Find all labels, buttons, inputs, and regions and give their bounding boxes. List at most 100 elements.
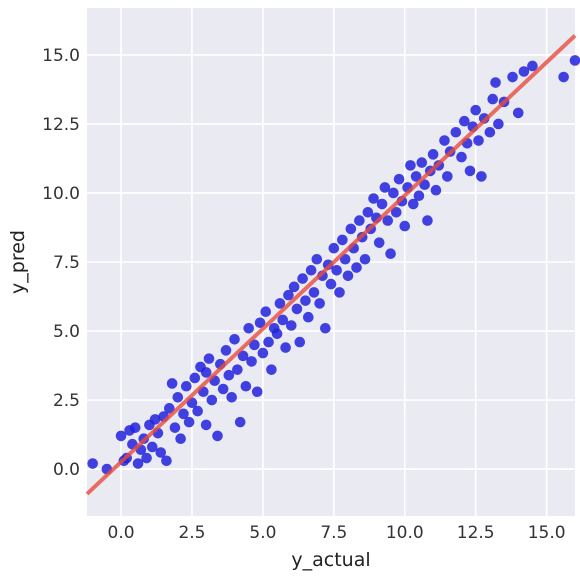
x-tick-label: 10.0: [386, 523, 424, 543]
x-tick-label: 15.0: [528, 523, 566, 543]
data-point: [220, 345, 232, 356]
data-point: [422, 215, 433, 226]
data-point: [288, 281, 300, 293]
data-point: [558, 71, 569, 83]
data-point: [223, 369, 235, 381]
data-point: [146, 441, 158, 453]
data-point: [266, 364, 277, 375]
data-point: [512, 107, 524, 119]
data-point: [376, 198, 388, 210]
data-point: [217, 383, 229, 395]
data-point: [359, 253, 371, 265]
data-point: [368, 193, 379, 204]
data-point: [234, 416, 246, 428]
data-point: [141, 452, 152, 464]
data-point: [229, 334, 240, 345]
data-point: [456, 151, 467, 163]
data-point: [249, 339, 260, 351]
data-point: [487, 93, 499, 105]
data-point: [149, 414, 161, 425]
data-point: [254, 317, 266, 329]
regression-line: [85, 34, 577, 496]
data-point: [200, 367, 212, 378]
data-point: [189, 372, 201, 384]
data-point: [490, 77, 501, 88]
data-point: [569, 55, 580, 66]
data-point: [390, 207, 402, 218]
data-point: [399, 220, 411, 232]
data-point: [311, 253, 323, 265]
data-point: [305, 264, 317, 276]
x-tick-label: 7.5: [320, 523, 347, 543]
data-point: [263, 336, 274, 348]
data-point: [373, 237, 385, 248]
data-point: [129, 422, 141, 433]
data-point: [470, 104, 481, 116]
data-point: [274, 298, 286, 309]
data-point: [325, 278, 337, 290]
data-point: [246, 356, 257, 367]
data-point: [334, 287, 345, 298]
x-axis-label: y_actual: [291, 549, 370, 571]
data-point: [337, 234, 348, 246]
data-point: [308, 287, 320, 298]
data-point: [464, 165, 476, 177]
data-point: [237, 350, 249, 362]
data-point: [181, 380, 192, 392]
y-axis-label: y_pred: [7, 230, 29, 294]
data-point: [206, 394, 218, 406]
y-tick-label: 12.5: [42, 115, 80, 135]
data-point: [200, 419, 212, 431]
data-point: [413, 190, 425, 202]
data-point: [172, 391, 184, 403]
data-point: [507, 71, 518, 83]
data-point: [283, 289, 294, 301]
data-point: [192, 405, 203, 417]
data-point: [226, 391, 237, 403]
data-point: [342, 270, 354, 282]
data-point: [300, 295, 311, 306]
data-point: [277, 314, 289, 326]
data-point: [476, 171, 487, 182]
data-point: [493, 118, 504, 130]
data-point: [410, 171, 422, 182]
data-point: [166, 378, 178, 389]
y-tick-label: 7.5: [53, 253, 80, 273]
data-point: [232, 364, 243, 375]
data-point: [459, 115, 470, 127]
data-point: [203, 353, 215, 364]
data-point: [430, 184, 442, 196]
data-point: [257, 347, 269, 359]
y-tick-label: 2.5: [53, 391, 80, 411]
data-point: [297, 273, 308, 284]
data-point: [280, 342, 291, 353]
x-tick-label: 5.0: [249, 523, 276, 543]
tick-labels: 0.0 2.5 5.0 7.5 10.0 12.5 15.0 0.0 2.5 5.0 7.5 10.0…: [42, 46, 565, 543]
data-point: [351, 262, 362, 273]
data-point: [382, 215, 394, 226]
data-point: [271, 328, 283, 340]
data-point: [442, 171, 453, 182]
data-point: [115, 430, 127, 442]
data-point: [345, 223, 357, 235]
data-point: [260, 306, 272, 317]
data-point: [303, 311, 314, 323]
data-point: [243, 322, 255, 334]
data-point: [379, 182, 391, 193]
data-point: [416, 157, 428, 168]
data-point: [331, 264, 342, 276]
data-point: [178, 408, 189, 420]
data-point: [183, 416, 195, 428]
data-point: [132, 458, 144, 469]
data-point: [362, 207, 374, 218]
data-point: [439, 135, 450, 146]
data-point: [385, 248, 396, 260]
x-tick-label: 0.0: [108, 523, 135, 543]
data-point: [169, 422, 181, 433]
y-tick-label: 15.0: [42, 46, 80, 66]
y-tick-label: 5.0: [53, 322, 80, 342]
data-point: [427, 149, 439, 160]
data-point: [328, 242, 340, 254]
